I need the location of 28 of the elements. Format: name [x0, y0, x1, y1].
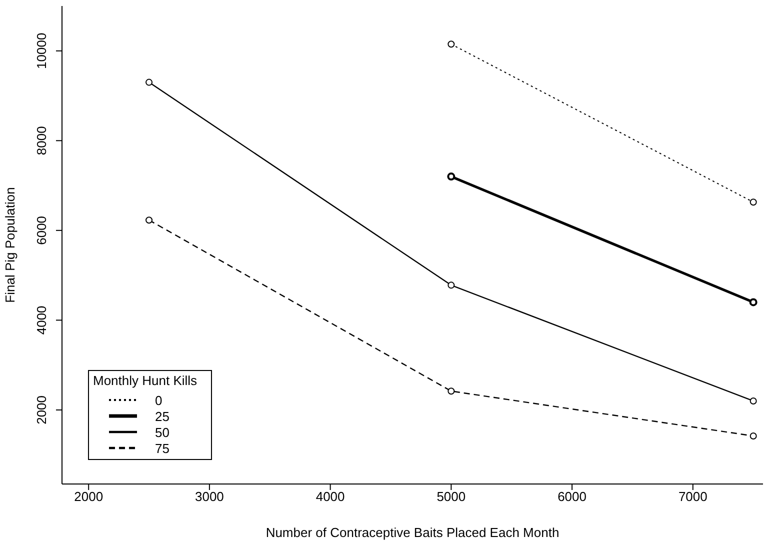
x-tick-label: 6000 [558, 489, 586, 504]
x-tick-label: 5000 [436, 489, 466, 504]
point [749, 298, 758, 306]
legend-label: 25 [155, 408, 170, 424]
legend-label: 0 [155, 392, 162, 408]
x-tick-label: 7000 [678, 489, 708, 504]
y-tick-label: 8000 [34, 126, 49, 156]
legend-label: 75 [155, 440, 170, 456]
y-tick-label: 10000 [34, 32, 49, 69]
y-tick-label: 2000 [34, 395, 49, 424]
point [750, 198, 757, 206]
point [146, 216, 153, 224]
point [448, 282, 455, 289]
point [448, 40, 455, 48]
x-tick-label: 3000 [194, 489, 224, 504]
point [750, 397, 757, 404]
y-axis-title: Final Pig Population [2, 187, 18, 303]
point [447, 172, 456, 181]
legend-label: 50 [155, 424, 170, 440]
x-tick-label: 4000 [316, 489, 345, 504]
x-axis-title: Number of Contraceptive Baits Placed Each Month [266, 525, 560, 540]
point [448, 388, 455, 395]
x-tick-label: 2000 [74, 489, 104, 504]
point [750, 432, 757, 440]
y-tick-label: 4000 [34, 306, 49, 335]
legend-title: Monthly Hunt Kills [93, 373, 198, 388]
point [146, 78, 153, 86]
y-tick-label: 6000 [34, 216, 49, 245]
